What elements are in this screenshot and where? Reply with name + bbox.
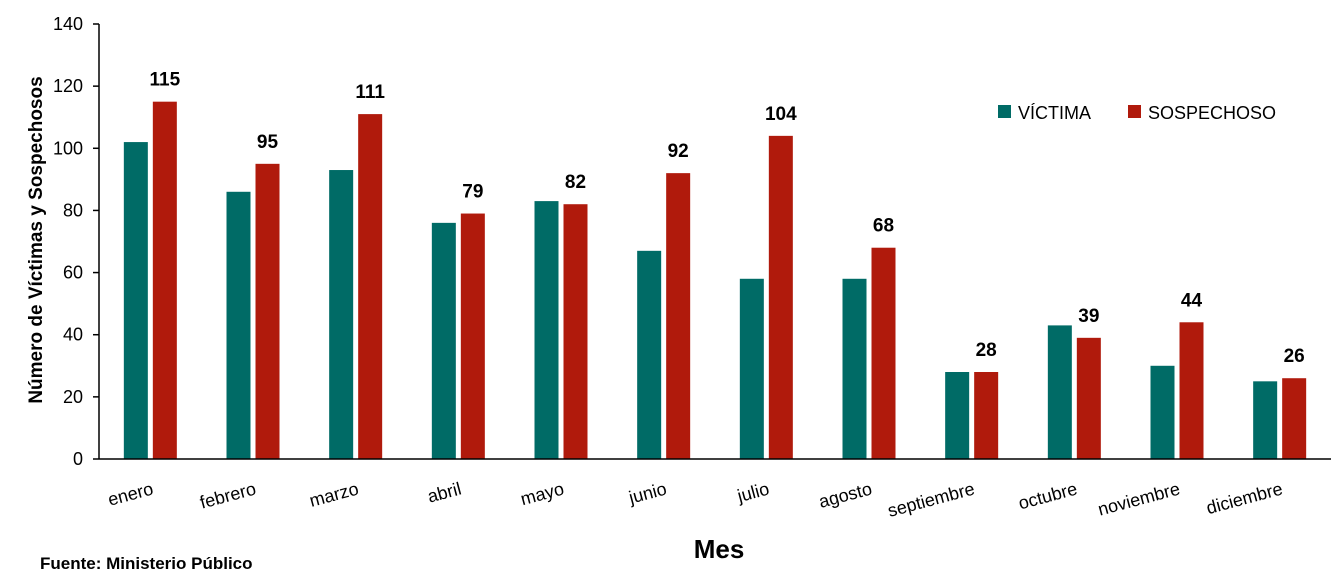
data-label: 111: [355, 82, 385, 103]
bar-sospechoso: [1179, 322, 1204, 459]
bar-sospechoso: [1282, 378, 1307, 459]
data-label: 28: [976, 340, 997, 361]
x-tick-label: mayo: [518, 479, 566, 510]
data-labels: 115 95 111 79 82 92 104 68 28 39 44 26: [150, 70, 1305, 368]
x-tick-label: octubre: [1016, 479, 1079, 514]
bars: [123, 101, 1307, 460]
bar-sospechoso: [974, 372, 999, 459]
data-label: 82: [565, 172, 586, 193]
x-tick-label: enero: [106, 479, 156, 510]
bar-sospechoso: [1076, 337, 1101, 459]
y-tick-label: 40: [63, 325, 83, 345]
data-label: 26: [1284, 346, 1305, 367]
legend-label-victima: VÍCTIMA: [1018, 103, 1091, 123]
source-footnote: Fuente: Ministerio Público: [40, 554, 253, 573]
data-label: 104: [765, 104, 797, 125]
y-axis-title-group: Número de Víctimas y Sospechosos: [26, 76, 47, 403]
x-tick-label: febrero: [198, 479, 258, 513]
bar-victima: [226, 191, 251, 460]
bar-victima: [842, 278, 867, 459]
bar-victima: [637, 250, 662, 459]
y-axis-ticks: 0 20 40 60 80 100 120 140: [53, 14, 99, 469]
bar-victima: [945, 372, 970, 459]
x-tick-label: abril: [425, 479, 463, 507]
bar-victima: [1150, 365, 1175, 459]
bar-victima: [123, 142, 148, 460]
y-tick-label: 80: [63, 200, 83, 220]
data-label: 79: [462, 182, 483, 203]
data-label: 95: [257, 132, 279, 153]
legend-label-sospechoso: SOSPECHOSO: [1148, 103, 1276, 123]
legend: VÍCTIMA SOSPECHOSO: [998, 103, 1276, 123]
y-tick-label: 60: [63, 263, 83, 283]
y-tick-label: 100: [53, 138, 83, 158]
bar-victima: [1253, 381, 1278, 459]
bar-sospechoso: [255, 163, 280, 460]
y-axis-title: Número de Víctimas y Sospechosos: [26, 76, 47, 403]
bar-victima: [329, 170, 354, 460]
data-label: 115: [150, 70, 181, 91]
bar-victima: [1047, 325, 1072, 459]
x-axis-title: Mes: [694, 534, 745, 563]
y-tick-label: 140: [53, 14, 83, 34]
bar-sospechoso: [563, 204, 588, 459]
data-label: 44: [1181, 290, 1203, 311]
bar-sospechoso: [152, 101, 177, 459]
bar-sospechoso: [460, 213, 485, 459]
data-label: 39: [1078, 306, 1099, 327]
x-tick-label: junio: [626, 479, 669, 508]
bar-sospechoso: [666, 173, 691, 459]
data-label: 68: [873, 216, 894, 237]
x-tick-label: julio: [734, 479, 771, 507]
x-axis-ticks: enero febrero marzo abril mayo junio julio agos…: [106, 479, 1285, 521]
y-tick-label: 20: [63, 387, 83, 407]
bar-victima: [431, 222, 456, 459]
y-tick-label: 0: [73, 449, 83, 469]
y-tick-label: 120: [53, 76, 83, 96]
data-label: 92: [668, 141, 689, 162]
x-tick-label: diciembre: [1204, 479, 1285, 519]
bar-sospechoso: [871, 247, 896, 459]
legend-swatch-victima: [998, 105, 1011, 118]
bar-victima: [534, 201, 559, 459]
x-tick-label: noviembre: [1096, 479, 1182, 520]
bar-sospechoso: [358, 114, 383, 459]
x-tick-label: marzo: [307, 479, 360, 511]
bar-sospechoso: [768, 135, 793, 459]
x-tick-label: agosto: [817, 479, 874, 512]
legend-swatch-sospechoso: [1128, 105, 1141, 118]
x-tick-label: septiembre: [886, 479, 977, 521]
bar-victima: [739, 278, 764, 459]
